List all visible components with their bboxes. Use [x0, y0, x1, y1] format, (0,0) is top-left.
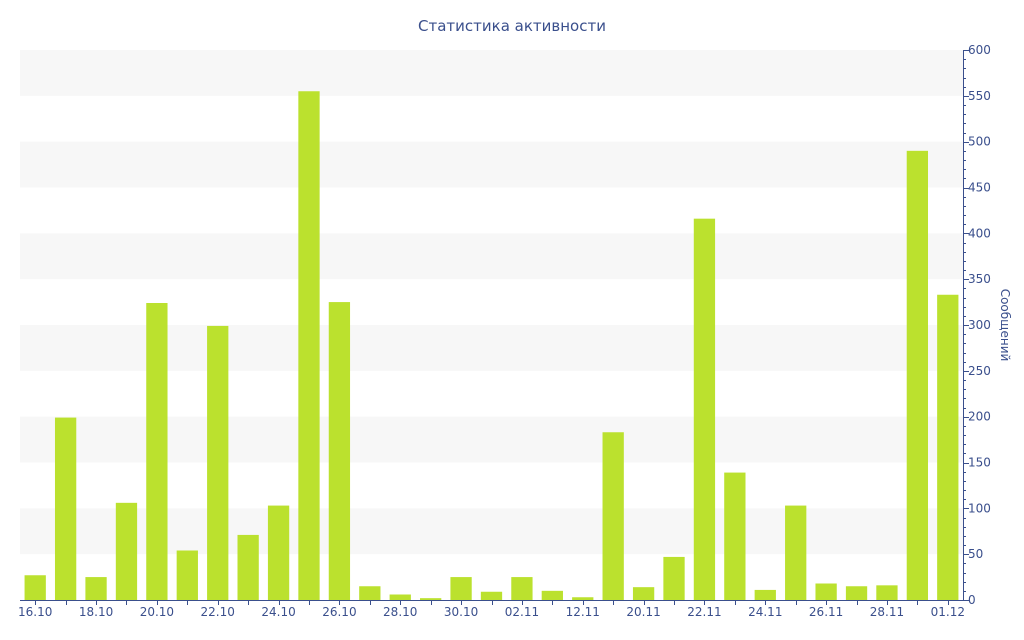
bar-24.11 — [754, 589, 776, 600]
y-tick-label: 300 — [968, 318, 991, 332]
bar-23.11 — [724, 472, 746, 600]
x-tick-label: 12.11 — [566, 605, 600, 619]
y-tick-label: 550 — [968, 89, 991, 103]
bar-20.10 — [146, 303, 168, 600]
labels: 0 50 100 150 200 250 300 350 400 450 500 550 600 16.1… — [18, 43, 1012, 619]
bar-02.11 — [511, 577, 533, 600]
x-tick-label: 16.10 — [18, 605, 52, 619]
bar-22.10 — [207, 325, 229, 600]
grid-band — [20, 233, 963, 280]
x-tick-label: 26.11 — [809, 605, 843, 619]
x-tick-label: 24.10 — [261, 605, 295, 619]
bar-25.11 — [785, 505, 807, 600]
y-tick-label: 350 — [968, 272, 991, 286]
bar-28.11 — [876, 585, 898, 600]
x-tick-label: 28.11 — [870, 605, 904, 619]
y-tick-label: 500 — [968, 135, 991, 149]
bar-28.10 — [389, 594, 411, 600]
bar-20.11 — [632, 587, 655, 600]
y-tick-label: 200 — [968, 410, 991, 424]
bar-17.10 — [54, 417, 77, 600]
bar-21.10 — [176, 550, 198, 600]
bar-22.11 — [693, 218, 716, 601]
x-tick-label: 24.11 — [748, 605, 782, 619]
y-tick-label: 100 — [968, 501, 991, 515]
bar-25.10 — [298, 91, 320, 600]
bar-18.10 — [85, 577, 107, 600]
y-tick-label: 400 — [968, 226, 991, 240]
grid-band — [20, 325, 963, 371]
bar-19.10 — [115, 502, 138, 600]
bar-30.10 — [450, 577, 472, 600]
x-tick-label: 26.10 — [322, 605, 356, 619]
bar-21.11 — [663, 556, 685, 600]
x-tick-label: 22.11 — [687, 605, 721, 619]
x-tick-label: 22.10 — [201, 605, 235, 619]
bar-30.11 — [906, 150, 929, 600]
y-tick-label: 0 — [968, 593, 976, 607]
y-tick-label: 150 — [968, 456, 991, 470]
grid-band — [20, 141, 963, 188]
grid-band — [20, 416, 963, 463]
bar-23.10 — [237, 534, 259, 600]
x-tick-label: 20.10 — [140, 605, 174, 619]
bar-01.12 — [937, 294, 959, 600]
grid-bands — [20, 50, 963, 555]
x-tick-label: 20.11 — [626, 605, 660, 619]
bar-19.11 — [602, 432, 624, 600]
bar-27.10 — [359, 586, 381, 600]
y-tick-label: 50 — [968, 547, 983, 561]
bar-29.10 — [420, 598, 442, 600]
bar-27.11 — [845, 586, 868, 600]
bar-26.10 — [328, 302, 351, 600]
y-tick-label: 250 — [968, 364, 991, 378]
bar-24.10 — [267, 505, 290, 600]
bar-03.11 — [541, 590, 563, 600]
x-tick-label: 01.12 — [931, 605, 965, 619]
y-tick-label: 450 — [968, 181, 991, 195]
x-tick-label: 28.10 — [383, 605, 417, 619]
bar-31.10 — [480, 591, 503, 600]
x-tick-label: 02.11 — [505, 605, 539, 619]
x-tick-label: 30.10 — [444, 605, 478, 619]
axes — [20, 50, 969, 605]
grid-band — [20, 50, 963, 96]
y-axis-label: Сообщений — [998, 289, 1012, 362]
bars — [24, 91, 959, 601]
bar-16.10 — [24, 575, 46, 600]
chart-title: Статистика активности — [418, 17, 606, 35]
x-tick-label: 18.10 — [79, 605, 113, 619]
y-tick-label: 600 — [968, 43, 991, 57]
bar-12.11 — [572, 597, 594, 600]
bar-26.11 — [815, 583, 837, 600]
